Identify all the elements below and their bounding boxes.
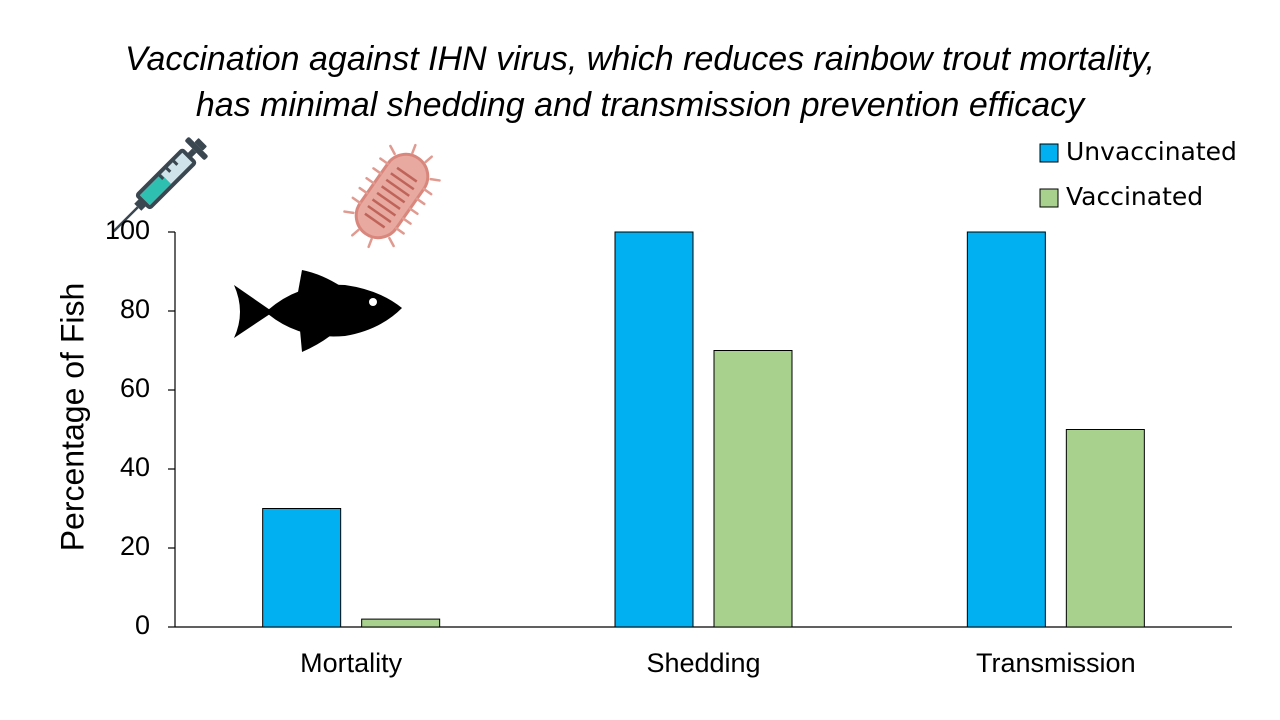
bar-unvaccinated-mortality xyxy=(262,508,342,628)
legend-swatch xyxy=(1039,143,1059,163)
y-tick-label: 80 xyxy=(120,294,150,324)
legend: Unvaccinated Vaccinated xyxy=(1039,137,1237,211)
syringe-icon xyxy=(112,137,208,233)
category-labels: Mortality Shedding Transmission xyxy=(300,648,1135,678)
chart-title-line-2: has minimal shedding and transmission pr… xyxy=(195,86,1085,124)
bar-vaccinated-shedding xyxy=(713,350,793,628)
fish-icon xyxy=(234,270,402,352)
y-tick-label: 60 xyxy=(120,373,150,403)
bar-vaccinated-mortality xyxy=(361,618,441,628)
y-axis-label: Percentage of Fish xyxy=(54,283,90,552)
category-label: Mortality xyxy=(300,648,403,678)
bar-unvaccinated-shedding xyxy=(614,231,694,628)
bars xyxy=(262,231,1145,628)
y-tick-label: 100 xyxy=(105,215,150,245)
y-tick-label: 20 xyxy=(120,531,150,561)
y-tick-label: 40 xyxy=(120,452,150,482)
bar-vaccinated-transmission xyxy=(1065,429,1145,628)
y-axis-ticks: 0 20 40 60 80 100 xyxy=(105,215,175,640)
y-tick-label: 0 xyxy=(135,610,150,640)
chart-title-line-1: Vaccination against IHN virus, which red… xyxy=(125,40,1155,78)
legend-swatch xyxy=(1039,188,1059,208)
chart-title: Vaccination against IHN virus, which red… xyxy=(0,36,1280,128)
virus-icon xyxy=(343,143,441,249)
legend-label: Unvaccinated xyxy=(1066,137,1237,166)
bar-unvaccinated-transmission xyxy=(966,231,1046,628)
legend-label: Vaccinated xyxy=(1066,182,1203,211)
category-label: Transmission xyxy=(976,648,1136,678)
category-label: Shedding xyxy=(646,648,760,678)
